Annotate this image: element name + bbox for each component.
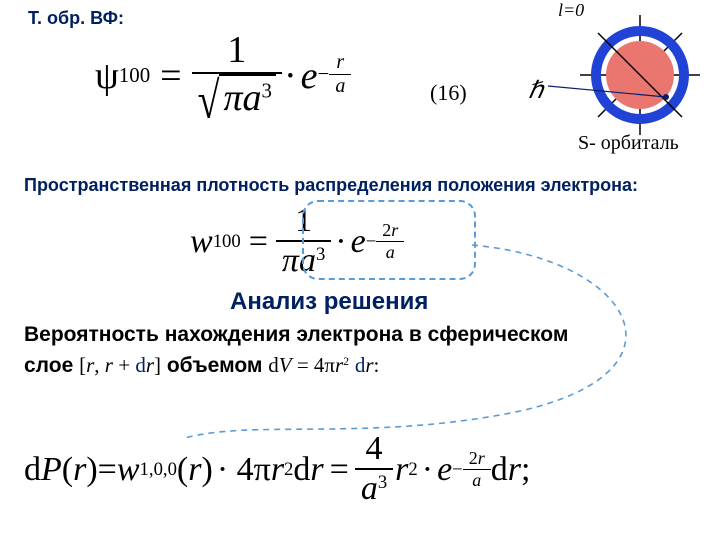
top-label: Т. обр. ВФ: (28, 8, 124, 29)
dashed-highlight-box (302, 200, 476, 280)
probability-text: Вероятность нахождения электрона в сфери… (24, 320, 704, 382)
orbital-caption: S- орбиталь (578, 132, 679, 155)
density-heading: Пространственная плотность распределения… (24, 175, 714, 196)
equation-psi: ψ100 = 1 √ πa3 · e − r a (95, 28, 351, 123)
equation-dp: dP(r) = w1,0,0(r) · 4πr2dr = 4 a3 r2 · e… (24, 430, 530, 510)
orbital-l-label: l=0 (558, 0, 584, 21)
hbar-symbol: ℏ (528, 76, 543, 105)
equation-tag-16: (16) (430, 80, 467, 106)
analysis-heading: Анализ решения (230, 288, 428, 316)
